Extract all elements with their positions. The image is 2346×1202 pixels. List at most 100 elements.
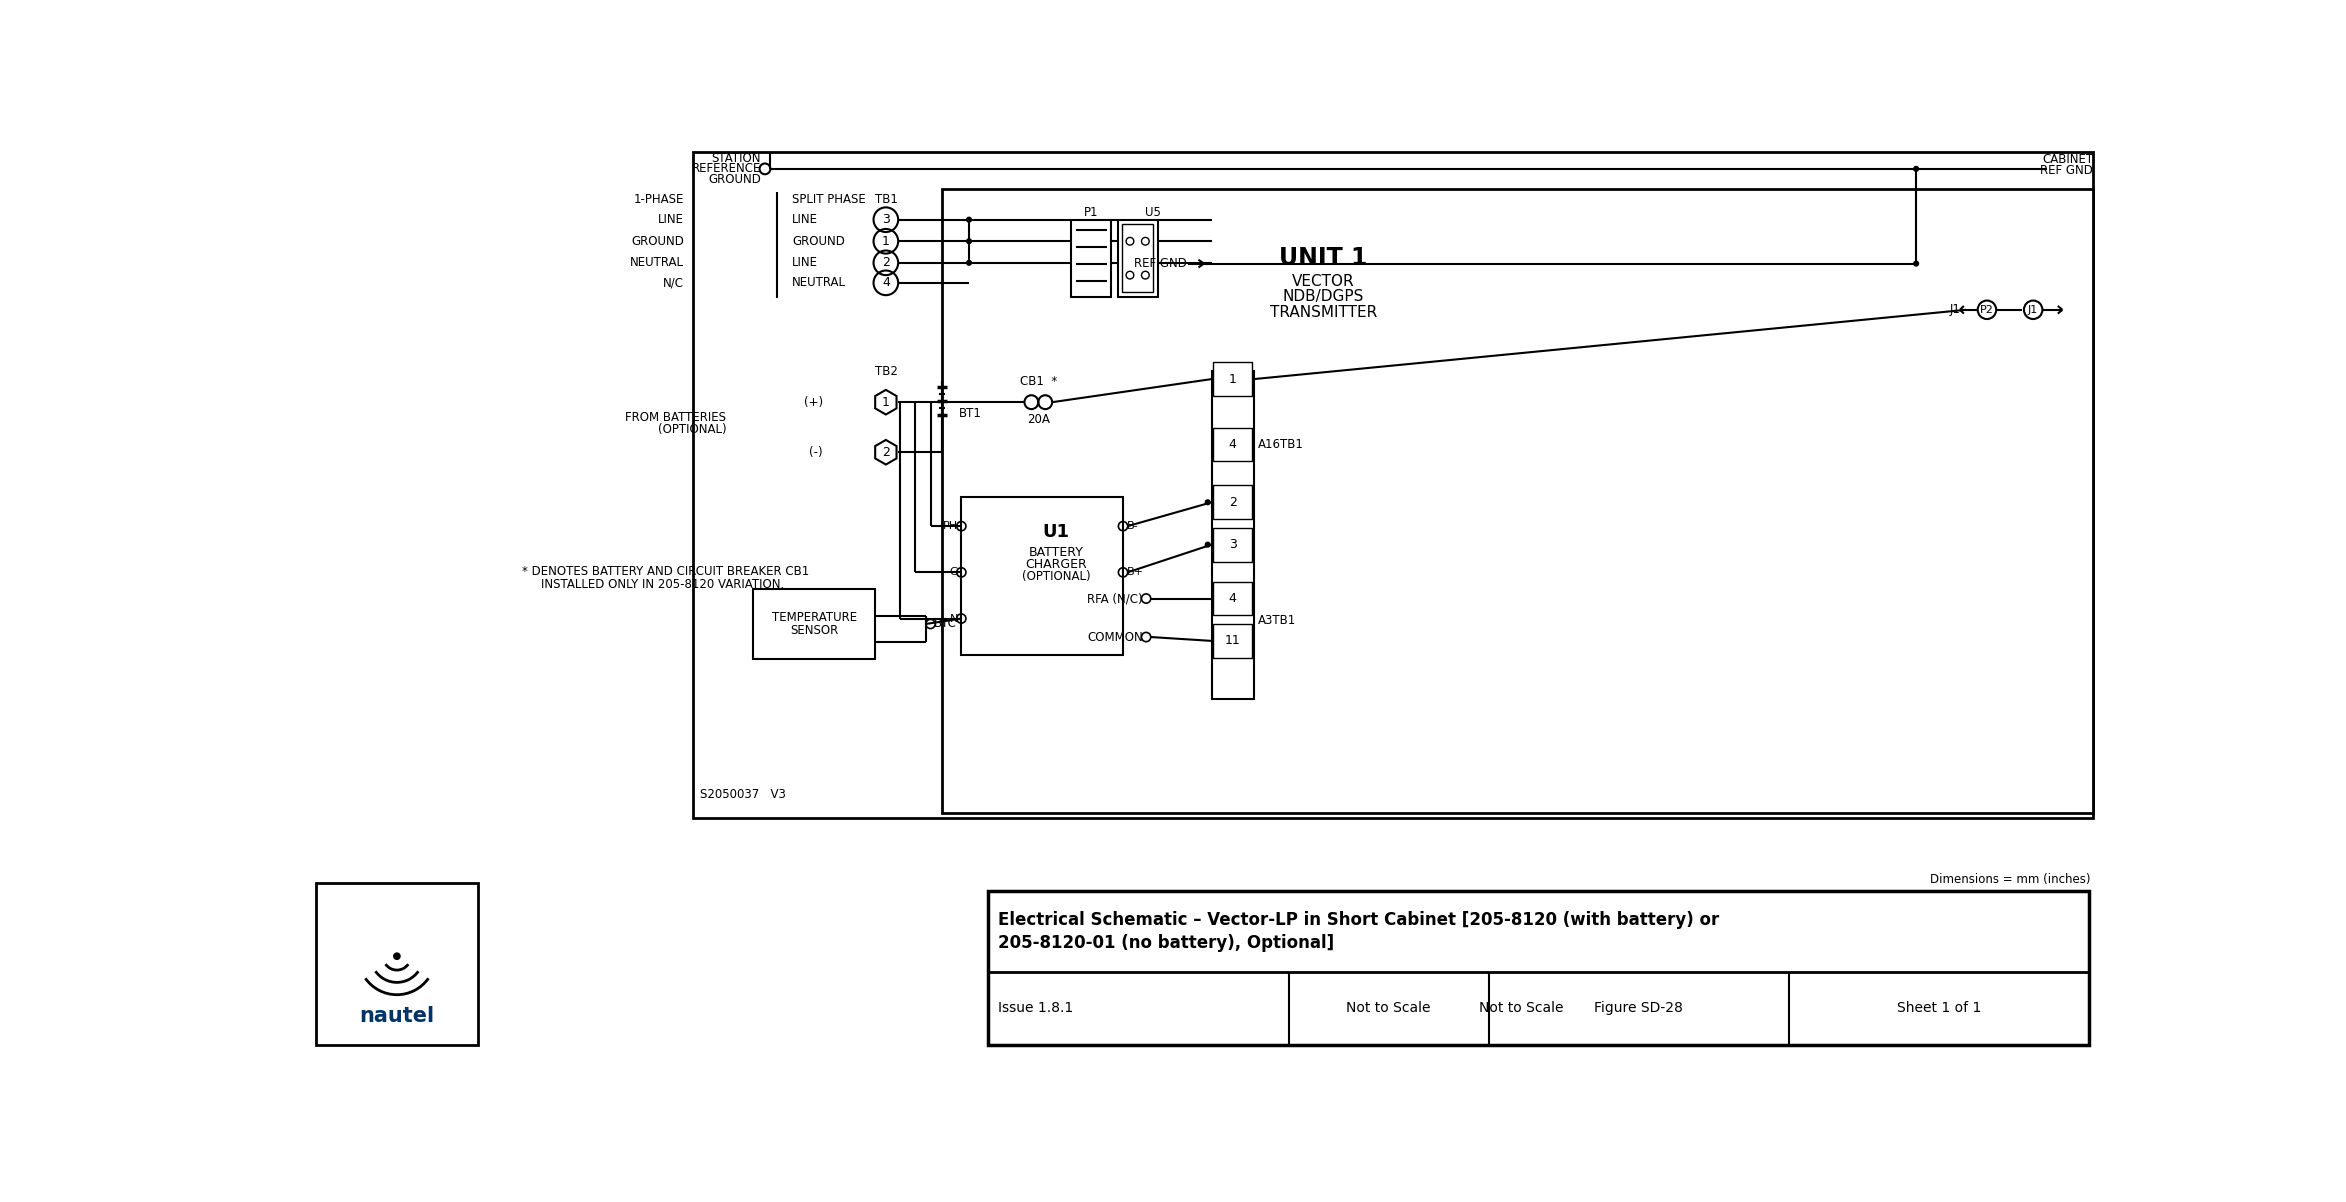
Text: BTC: BTC	[934, 618, 957, 631]
Text: Not to Scale: Not to Scale	[1480, 1001, 1565, 1016]
Text: B+: B+	[1126, 567, 1145, 577]
Text: GROUND: GROUND	[708, 173, 760, 186]
Text: U5: U5	[1145, 206, 1161, 219]
Text: Not to Scale: Not to Scale	[1347, 1001, 1431, 1016]
Text: 4: 4	[1229, 593, 1236, 605]
Text: Dimensions = mm (inches): Dimensions = mm (inches)	[1931, 873, 2090, 886]
Text: PH: PH	[943, 522, 957, 531]
Text: SPLIT PHASE: SPLIT PHASE	[793, 194, 866, 207]
Text: U1: U1	[1042, 523, 1070, 541]
Text: N/C: N/C	[664, 276, 685, 290]
Circle shape	[967, 238, 971, 244]
Text: NEUTRAL: NEUTRAL	[793, 276, 847, 290]
Circle shape	[967, 260, 971, 266]
Text: TRANSMITTER: TRANSMITTER	[1269, 304, 1377, 320]
Bar	[1072, 220, 1112, 297]
Text: TB1: TB1	[875, 194, 899, 207]
Text: LINE: LINE	[793, 213, 819, 226]
Text: LINE: LINE	[793, 256, 819, 269]
Text: P1: P1	[1084, 206, 1098, 219]
Text: RFA (N/C): RFA (N/C)	[1089, 593, 1143, 605]
Text: GROUND: GROUND	[793, 234, 845, 248]
Bar	[943, 189, 2093, 813]
Polygon shape	[875, 440, 896, 464]
Bar	[1117, 220, 1157, 297]
Text: TEMPERATURE: TEMPERATURE	[772, 611, 856, 624]
Text: (OPTIONAL): (OPTIONAL)	[657, 423, 727, 435]
Text: COMMON: COMMON	[1086, 631, 1143, 643]
Text: Figure SD-28: Figure SD-28	[1595, 1001, 1684, 1016]
Circle shape	[1203, 499, 1211, 505]
Text: 1: 1	[882, 234, 889, 248]
Bar	[1213, 486, 1253, 519]
Circle shape	[1912, 261, 1919, 267]
Text: 1: 1	[1229, 373, 1236, 386]
Bar	[1213, 582, 1253, 615]
Text: A3TB1: A3TB1	[1257, 613, 1295, 626]
Text: (OPTIONAL): (OPTIONAL)	[1023, 571, 1091, 583]
Circle shape	[1912, 166, 1919, 172]
Bar	[1213, 428, 1253, 462]
Text: 2: 2	[882, 256, 889, 269]
Text: REF GND: REF GND	[2041, 163, 2093, 177]
Text: J1: J1	[1950, 303, 1959, 316]
Text: INSTALLED ONLY IN 205-8120 VARIATION.: INSTALLED ONLY IN 205-8120 VARIATION.	[542, 578, 784, 591]
Bar	[317, 883, 479, 1046]
Text: REFERENCE: REFERENCE	[692, 162, 760, 175]
Text: 4: 4	[1229, 438, 1236, 451]
Bar	[753, 589, 875, 659]
Text: 3: 3	[882, 213, 889, 226]
Text: nautel: nautel	[359, 1006, 434, 1027]
Text: SENSOR: SENSOR	[791, 624, 838, 637]
Text: 4: 4	[882, 276, 889, 290]
Text: J1: J1	[2027, 305, 2039, 315]
Text: 20A: 20A	[1028, 412, 1049, 426]
Text: CHARGER: CHARGER	[1025, 558, 1086, 571]
Text: * DENOTES BATTERY AND CIRCUIT BREAKER CB1: * DENOTES BATTERY AND CIRCUIT BREAKER CB…	[523, 565, 809, 578]
Text: P2: P2	[1980, 305, 1994, 315]
Text: 2: 2	[882, 446, 889, 459]
Text: BATTERY: BATTERY	[1028, 546, 1084, 559]
Bar	[1211, 371, 1253, 698]
Text: CABINET: CABINET	[2041, 153, 2093, 166]
Text: 2: 2	[1229, 495, 1236, 508]
Bar	[1213, 528, 1253, 561]
Text: Electrical Schematic – Vector-LP in Short Cabinet [205-8120 (with battery) or: Electrical Schematic – Vector-LP in Shor…	[997, 911, 1720, 929]
Text: Sheet 1 of 1: Sheet 1 of 1	[1898, 1001, 1982, 1016]
Circle shape	[967, 216, 971, 222]
Circle shape	[1203, 542, 1211, 548]
Bar	[1213, 624, 1253, 657]
Text: REF GND: REF GND	[1133, 257, 1187, 270]
Text: GROUND: GROUND	[631, 234, 685, 248]
Text: B-: B-	[1126, 522, 1138, 531]
Text: 1: 1	[882, 395, 889, 409]
Text: VECTOR: VECTOR	[1293, 274, 1354, 288]
Bar	[1121, 225, 1152, 292]
Text: 1-PHASE: 1-PHASE	[633, 194, 685, 207]
Bar	[988, 891, 2090, 1046]
Text: STATION: STATION	[711, 151, 760, 165]
Polygon shape	[875, 389, 896, 415]
Bar	[1213, 362, 1253, 395]
Text: CB1  *: CB1 *	[1021, 375, 1058, 388]
Bar	[962, 496, 1124, 655]
Text: N: N	[950, 613, 957, 624]
Text: BT1: BT1	[960, 407, 983, 421]
Text: NEUTRAL: NEUTRAL	[631, 256, 685, 269]
Text: 205-8120-01 (no battery), Optional]: 205-8120-01 (no battery), Optional]	[997, 934, 1333, 952]
Text: UNIT 1: UNIT 1	[1279, 246, 1368, 270]
Circle shape	[394, 952, 401, 960]
Text: TB2: TB2	[875, 365, 899, 377]
Text: NDB/DGPS: NDB/DGPS	[1283, 290, 1363, 304]
Text: G: G	[950, 567, 957, 577]
Text: FROM BATTERIES: FROM BATTERIES	[626, 411, 727, 424]
Bar	[694, 151, 2093, 819]
Text: S2050037   V3: S2050037 V3	[699, 789, 786, 802]
Text: 11: 11	[1225, 635, 1241, 648]
Text: A16TB1: A16TB1	[1257, 438, 1304, 451]
Text: 3: 3	[1229, 538, 1236, 552]
Text: Issue 1.8.1: Issue 1.8.1	[997, 1001, 1072, 1016]
Text: LINE: LINE	[659, 213, 685, 226]
Text: (-): (-)	[809, 446, 823, 459]
Text: (+): (+)	[805, 395, 823, 409]
